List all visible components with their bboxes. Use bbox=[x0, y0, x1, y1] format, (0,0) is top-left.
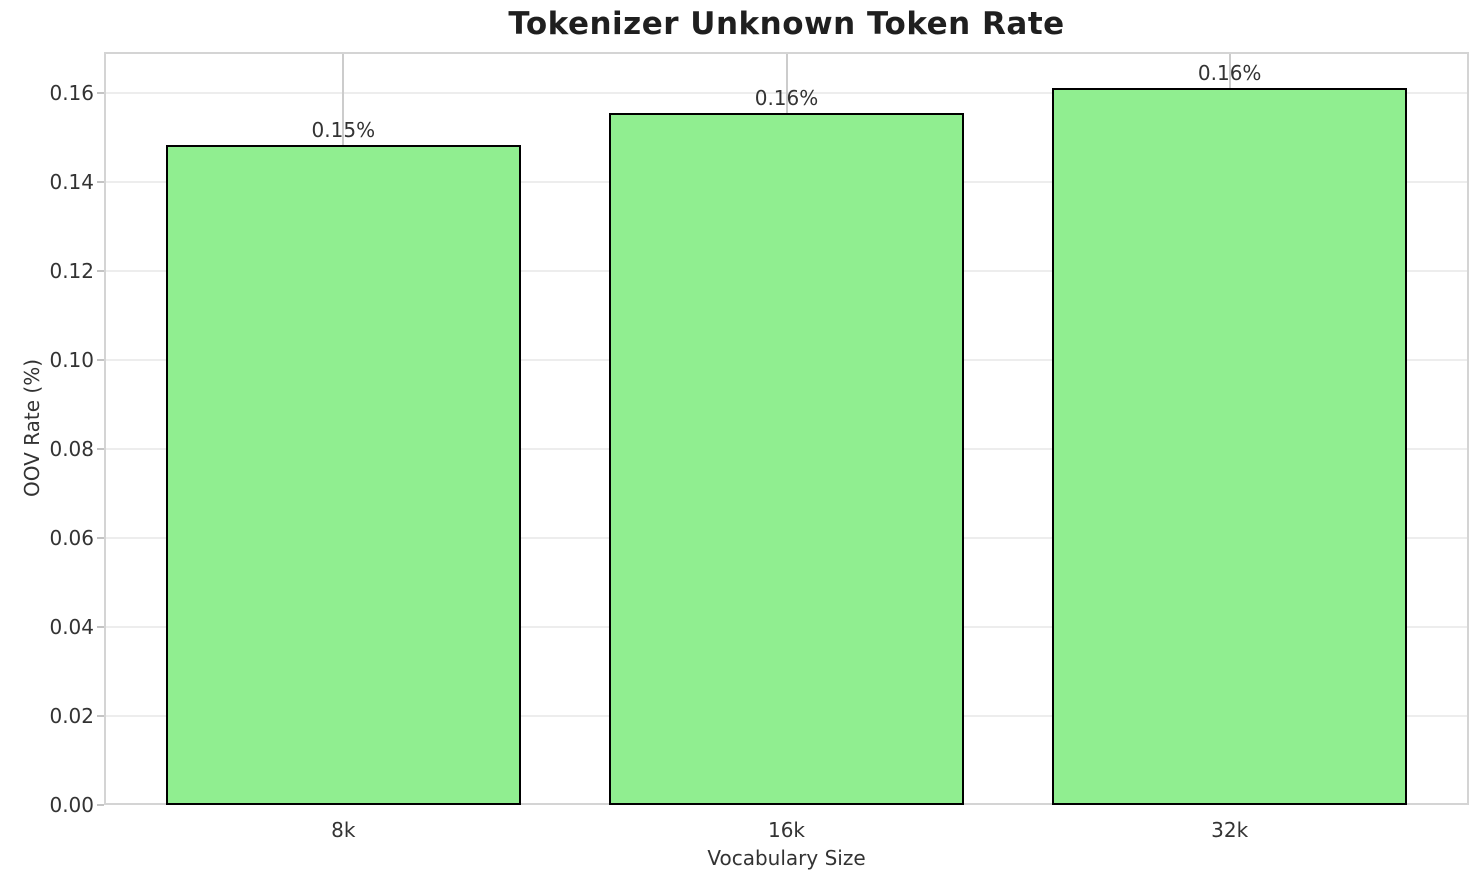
x-tick-label: 32k bbox=[1211, 818, 1249, 842]
y-axis-label: OOV Rate (%) bbox=[20, 359, 44, 497]
y-tick-mark bbox=[97, 358, 104, 361]
bar-value-label: 0.16% bbox=[754, 85, 819, 110]
y-tick-label: 0.12 bbox=[49, 258, 94, 283]
y-tick-mark bbox=[97, 536, 104, 539]
x-axis-label: Vocabulary Size bbox=[707, 846, 866, 870]
bar bbox=[166, 145, 521, 805]
y-tick-mark bbox=[97, 269, 104, 272]
x-tick-label: 8k bbox=[331, 818, 356, 842]
chart-title: Tokenizer Unknown Token Rate bbox=[508, 6, 1065, 42]
bar bbox=[1052, 88, 1407, 805]
y-tick-mark bbox=[97, 447, 104, 450]
y-tick-mark bbox=[97, 91, 104, 94]
y-tick-label: 0.10 bbox=[49, 347, 94, 372]
bar-value-label: 0.16% bbox=[1197, 61, 1262, 86]
y-tick-mark bbox=[97, 180, 104, 183]
y-tick-label: 0.16 bbox=[49, 80, 94, 105]
y-tick-label: 0.04 bbox=[49, 614, 94, 639]
bar bbox=[609, 112, 964, 805]
y-tick-label: 0.02 bbox=[49, 703, 94, 728]
y-tick-mark bbox=[97, 804, 104, 806]
y-tick-mark bbox=[97, 714, 104, 717]
bar-value-label: 0.15% bbox=[311, 118, 376, 142]
y-tick-label: 0.08 bbox=[49, 436, 94, 461]
y-tick-mark bbox=[97, 625, 104, 628]
y-tick-label: 0.00 bbox=[49, 793, 94, 817]
x-tick-label: 16k bbox=[767, 818, 806, 842]
y-tick-label: 0.06 bbox=[49, 525, 94, 550]
y-tick-label: 0.14 bbox=[49, 169, 94, 194]
